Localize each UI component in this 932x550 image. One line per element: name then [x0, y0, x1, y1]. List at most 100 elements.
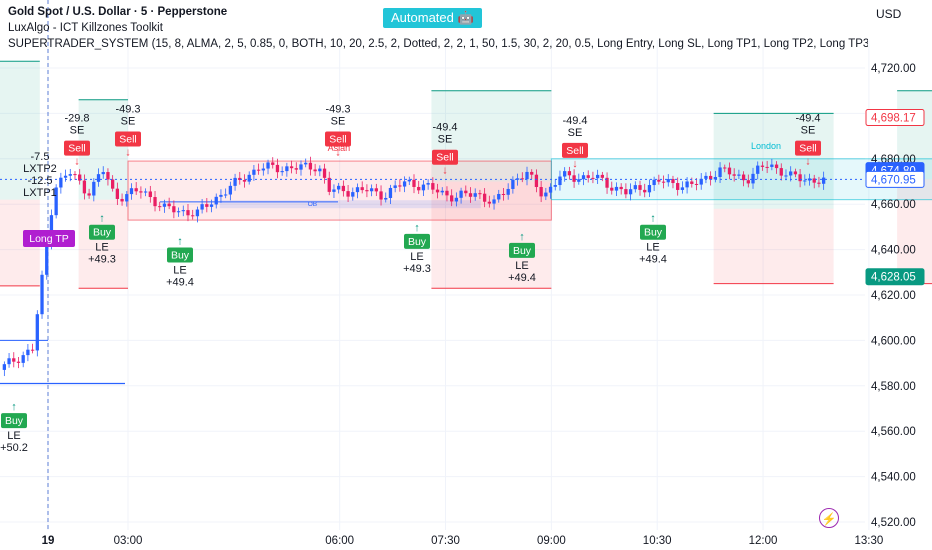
candle-body — [172, 206, 176, 213]
candle-body — [732, 174, 736, 176]
candle-body — [101, 172, 105, 175]
sell-signal-label: Sell — [68, 143, 86, 155]
candle-body — [591, 177, 595, 179]
candle-body — [741, 174, 746, 181]
candle-body — [657, 179, 661, 182]
candle-body — [694, 183, 699, 185]
candle-body — [143, 191, 148, 193]
killzone-label: Asian — [328, 143, 351, 153]
candle-body — [35, 314, 39, 351]
signal-annotation: SE — [121, 116, 136, 128]
candle-body — [817, 182, 821, 184]
candle-body — [530, 171, 534, 175]
candle-body — [341, 185, 346, 192]
sell-arrow-icon: ↓ — [125, 147, 131, 159]
sell-signal-label: Sell — [799, 143, 817, 155]
price-axis-tick: 4,640.00 — [871, 245, 916, 257]
candle-body — [379, 191, 383, 200]
price-label-tag — [865, 170, 925, 188]
indicator-supertrader-title[interactable]: SUPERTRADER_SYSTEM (15, 8, ALMA, 2, 5, 0… — [8, 38, 868, 50]
candle-body — [647, 185, 652, 193]
candle-body — [106, 172, 110, 180]
candle-body — [595, 174, 600, 179]
candle-body — [638, 185, 642, 190]
candle-body — [680, 187, 685, 190]
indicator-luxalgo-title[interactable]: LuxAlgo - ICT Killzones Toolkit — [8, 22, 163, 34]
sell-signal-badge — [64, 140, 90, 156]
candle-body — [313, 169, 317, 172]
candle-body — [322, 168, 327, 178]
candle-body — [633, 185, 637, 190]
sell-arrow-icon: ↓ — [442, 165, 448, 177]
candle-body — [68, 174, 72, 176]
candle-body — [492, 199, 496, 204]
signal-annotation: LE — [95, 242, 108, 254]
candle-body — [563, 171, 567, 177]
candle-body — [727, 167, 732, 175]
candle-body — [369, 188, 374, 192]
candle-body — [468, 193, 473, 197]
candle-body — [511, 179, 515, 189]
candle-body — [789, 171, 793, 176]
buy-signal-label: Buy — [513, 245, 532, 257]
candle-body — [581, 175, 586, 180]
candle-body — [666, 179, 670, 183]
candle-body — [676, 183, 680, 190]
candle-body — [214, 196, 218, 205]
candle-body — [162, 203, 167, 207]
buy-signal-badge — [509, 242, 535, 258]
candle-body — [605, 177, 609, 188]
price-axis-tick: 4,720.00 — [871, 63, 916, 75]
candle-body — [812, 178, 816, 183]
automated-badge[interactable]: Automated 🤖 — [383, 8, 482, 28]
candle-body — [224, 194, 228, 196]
stop-loss-zone — [897, 179, 932, 284]
candle-body — [450, 195, 454, 202]
buy-signal-label: Buy — [93, 227, 112, 239]
take-profit-zone — [713, 113, 834, 209]
candle-body — [45, 243, 49, 275]
signal-annotation: LE — [646, 242, 659, 254]
candle-body — [487, 201, 491, 204]
currency-label[interactable]: USD — [876, 7, 902, 21]
candle-body — [643, 189, 647, 193]
candle-body — [497, 193, 501, 200]
candle-body — [402, 181, 407, 187]
candle-body — [553, 185, 557, 187]
price-label-text: 4,698.17 — [871, 113, 916, 125]
candle-body — [713, 177, 717, 180]
candle-body — [40, 274, 44, 315]
signal-annotation: LE — [173, 264, 186, 276]
candle-body — [219, 194, 223, 197]
candle-body — [242, 179, 247, 182]
candle-body — [205, 204, 209, 207]
candle-body — [351, 192, 355, 197]
long-tp-badge — [23, 230, 75, 247]
candle-body — [426, 183, 430, 185]
exit-annotation: LXTP2 — [23, 163, 57, 175]
sell-signal-badge — [795, 140, 821, 156]
candle-body — [765, 166, 769, 168]
buy-arrow-icon: ↑ — [414, 222, 420, 234]
candle-body — [200, 204, 204, 210]
signal-annotation: +49.3 — [88, 254, 116, 266]
candle-body — [186, 210, 190, 216]
candle-body — [459, 190, 463, 198]
flash-icon[interactable]: ⚡ — [819, 508, 839, 528]
candle-body — [327, 177, 331, 192]
candle-body — [661, 181, 666, 183]
candle-body — [619, 186, 623, 190]
symbol-title[interactable]: Gold Spot / U.S. Dollar · 5 · Pepperston… — [8, 6, 228, 18]
signal-annotation: SE — [70, 125, 85, 137]
candle-body — [294, 168, 298, 170]
exit-annotation: LXTP1 — [23, 187, 57, 199]
candle-body — [652, 179, 656, 186]
candle-body — [614, 186, 619, 191]
candle-body — [271, 162, 275, 165]
candle-body — [337, 185, 341, 190]
time-axis-tick: 03:00 — [114, 535, 143, 547]
price-axis-tick: 4,560.00 — [871, 426, 916, 438]
exit-annotation: -7.5 — [31, 151, 50, 163]
candle-body — [388, 187, 393, 198]
